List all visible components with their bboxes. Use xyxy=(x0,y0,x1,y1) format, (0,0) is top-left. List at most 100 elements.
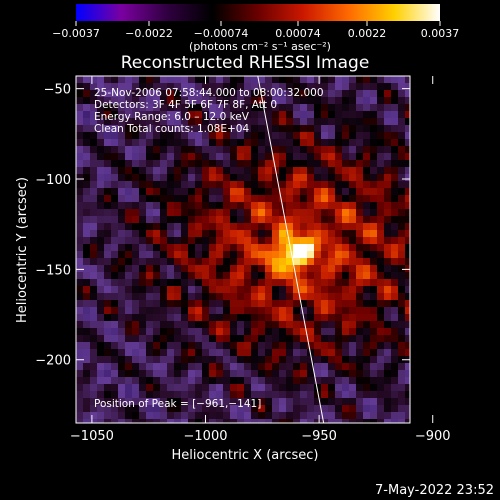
heatmap-pixel xyxy=(293,335,301,343)
heatmap-pixel xyxy=(258,356,266,364)
heatmap-pixel xyxy=(342,251,350,259)
heatmap-pixel xyxy=(146,202,154,210)
heatmap-pixel xyxy=(118,363,126,371)
heatmap-pixel xyxy=(300,223,308,231)
heatmap-pixel xyxy=(300,419,308,423)
heatmap-pixel xyxy=(139,314,147,322)
heatmap-pixel xyxy=(230,160,238,168)
heatmap-pixel xyxy=(97,363,105,371)
heatmap-pixel xyxy=(272,272,280,280)
heatmap-pixel xyxy=(272,111,280,119)
heatmap-pixel xyxy=(300,104,308,112)
heatmap-pixel xyxy=(349,307,357,315)
heatmap-pixel xyxy=(286,132,294,140)
heatmap-pixel xyxy=(125,160,133,168)
heatmap-pixel xyxy=(125,223,133,231)
heatmap-pixel xyxy=(279,314,287,322)
heatmap-pixel xyxy=(391,83,399,91)
heatmap-pixel xyxy=(125,258,133,266)
heatmap-pixel xyxy=(265,419,273,423)
heatmap-pixel xyxy=(132,356,140,364)
heatmap-pixel xyxy=(160,349,168,357)
heatmap-pixel xyxy=(146,223,154,231)
heatmap-pixel xyxy=(314,419,322,423)
heatmap-pixel xyxy=(405,76,410,84)
heatmap-pixel xyxy=(202,258,210,266)
heatmap-pixel xyxy=(307,384,315,392)
heatmap-pixel xyxy=(370,321,378,329)
heatmap-pixel xyxy=(125,251,133,259)
heatmap-pixel xyxy=(391,335,399,343)
heatmap-pixel xyxy=(139,244,147,252)
heatmap-pixel xyxy=(209,125,217,133)
heatmap-pixel xyxy=(202,118,210,126)
heatmap-image xyxy=(76,76,410,423)
heatmap-pixel xyxy=(405,244,410,252)
heatmap-pixel xyxy=(160,342,168,350)
heatmap-pixel xyxy=(251,230,259,238)
heatmap-pixel xyxy=(391,391,399,399)
heatmap-pixel xyxy=(174,139,182,147)
heatmap-pixel xyxy=(265,237,273,245)
heatmap-pixel xyxy=(202,90,210,98)
heatmap-pixel xyxy=(293,377,301,385)
heatmap-pixel xyxy=(97,202,105,210)
heatmap-pixel xyxy=(188,384,196,392)
heatmap-pixel xyxy=(111,342,119,350)
heatmap-pixel xyxy=(244,349,252,357)
heatmap-pixel xyxy=(160,76,168,84)
heatmap-pixel xyxy=(321,230,329,238)
heatmap-pixel xyxy=(125,118,133,126)
heatmap-pixel xyxy=(160,104,168,112)
heatmap-pixel xyxy=(370,363,378,371)
heatmap-pixel xyxy=(314,286,322,294)
heatmap-pixel xyxy=(216,405,224,413)
heatmap-pixel xyxy=(384,125,392,133)
heatmap-pixel xyxy=(181,300,189,308)
heatmap-pixel xyxy=(216,391,224,399)
heatmap-pixel xyxy=(321,349,329,357)
heatmap-pixel xyxy=(209,244,217,252)
heatmap-pixel xyxy=(363,223,371,231)
heatmap-pixel xyxy=(104,104,112,112)
heatmap-pixel xyxy=(188,132,196,140)
heatmap-pixel xyxy=(202,174,210,182)
heatmap-pixel xyxy=(398,286,406,294)
heatmap-pixel xyxy=(83,335,91,343)
heatmap-pixel xyxy=(286,237,294,245)
heatmap-pixel xyxy=(293,132,301,140)
heatmap-pixel xyxy=(314,244,322,252)
heatmap-pixel xyxy=(265,181,273,189)
heatmap-pixel xyxy=(188,349,196,357)
heatmap-pixel xyxy=(335,286,343,294)
heatmap-pixel xyxy=(167,174,175,182)
heatmap-pixel xyxy=(125,293,133,301)
heatmap-pixel xyxy=(244,244,252,252)
heatmap-pixel xyxy=(139,97,147,105)
heatmap-pixel xyxy=(265,118,273,126)
heatmap-pixel xyxy=(90,272,98,280)
heatmap-pixel xyxy=(237,132,245,140)
heatmap-pixel xyxy=(286,251,294,259)
heatmap-pixel xyxy=(76,391,84,399)
heatmap-pixel xyxy=(307,251,315,259)
heatmap-pixel xyxy=(104,363,112,371)
heatmap-pixel xyxy=(307,405,315,413)
heatmap-pixel xyxy=(293,300,301,308)
heatmap-pixel xyxy=(265,321,273,329)
heatmap-pixel xyxy=(335,272,343,280)
heatmap-pixel xyxy=(97,90,105,98)
heatmap-pixel xyxy=(230,412,238,420)
heatmap-pixel xyxy=(90,167,98,175)
heatmap-pixel xyxy=(391,237,399,245)
heatmap-pixel xyxy=(174,328,182,336)
heatmap-pixel xyxy=(76,300,84,308)
heatmap-pixel xyxy=(111,76,119,84)
heatmap-pixel xyxy=(293,188,301,196)
heatmap-pixel xyxy=(314,265,322,273)
heatmap-pixel xyxy=(139,160,147,168)
heatmap-pixel xyxy=(160,300,168,308)
heatmap-pixel xyxy=(188,97,196,105)
heatmap-pixel xyxy=(342,216,350,224)
heatmap-pixel xyxy=(83,174,91,182)
